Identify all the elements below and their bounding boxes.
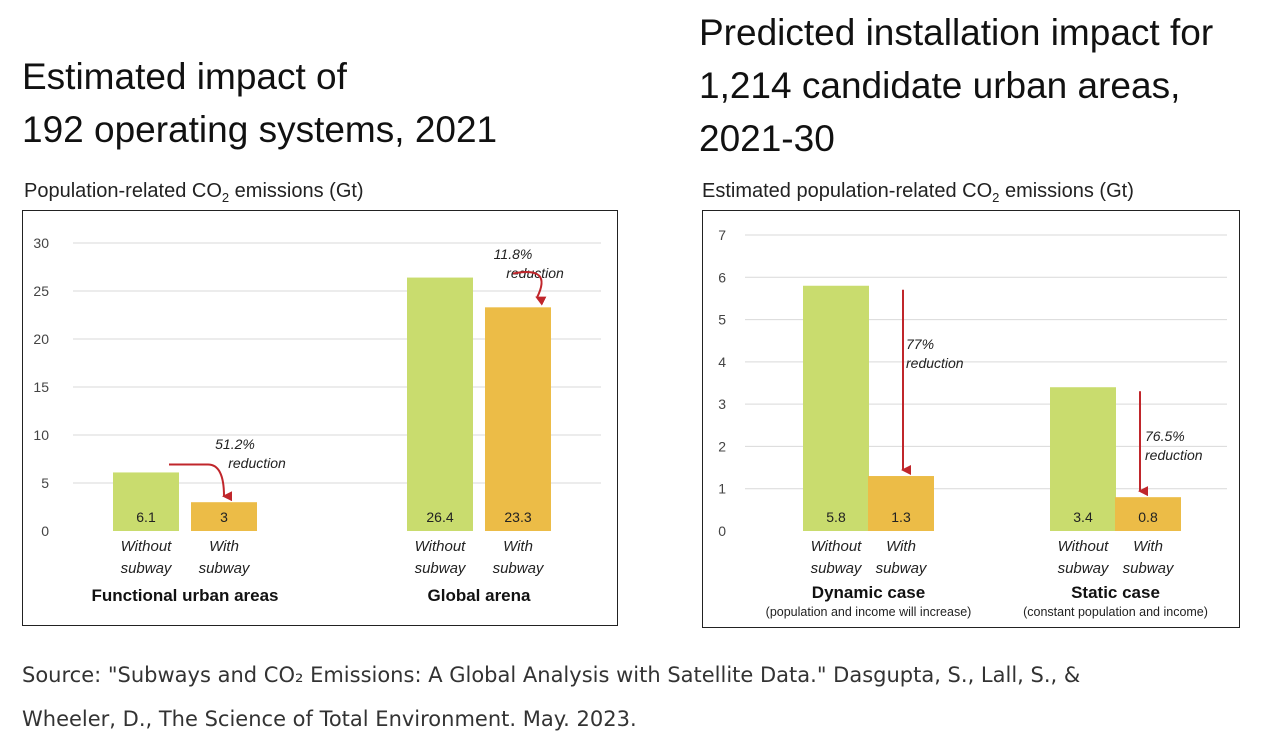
bar-category-label: With xyxy=(1133,538,1163,555)
source-line-2: Wheeler, D., The Science of Total Enviro… xyxy=(22,707,637,731)
right-subtitle-unit: emissions (Gt) xyxy=(999,180,1134,202)
right-chart-panel: 0 1 2 3 4 5 6 7 5.8 Without subway 1.3 With subway Dyn… xyxy=(702,210,1240,628)
bar-category-label: Without xyxy=(1058,538,1110,555)
group-label: Functional urban areas xyxy=(91,586,278,605)
bar-value-label: 1.3 xyxy=(891,509,911,525)
left-chart-title: Estimated impact of 192 operating system… xyxy=(22,50,497,156)
left-chart-subtitle: Population-related CO2 emissions (Gt) xyxy=(24,180,364,205)
left-bar-chart: 0 5 10 15 20 25 30 6.1 Without subway 3 With subway F… xyxy=(33,235,601,605)
y-tick-label: 20 xyxy=(33,331,49,347)
reduction-text-label: reduction xyxy=(1145,447,1203,463)
group-label: Global arena xyxy=(428,586,532,605)
bar-with-subway xyxy=(1115,497,1181,531)
reduction-text-label: reduction xyxy=(228,455,286,471)
bar-without-subway xyxy=(113,472,179,531)
source-citation: Source: "Subways and CO₂ Emissions: A Gl… xyxy=(22,653,1257,741)
bar-category-label: subway xyxy=(493,560,545,577)
group-note: (population and income will increase) xyxy=(766,605,972,619)
reduction-percent-label: 76.5% xyxy=(1145,428,1185,444)
right-title-line-2: 1,214 candidate urban areas, xyxy=(699,65,1181,106)
bar-category-label: Without xyxy=(415,538,467,555)
bar-with-subway xyxy=(191,502,257,531)
bar-without-subway xyxy=(407,277,473,531)
bar-value-label: 5.8 xyxy=(826,509,846,525)
y-tick-label: 2 xyxy=(718,438,726,454)
reduction-text-label: reduction xyxy=(906,355,964,371)
bar-without-subway xyxy=(1050,387,1116,531)
left-chart-panel: 0 5 10 15 20 25 30 6.1 Without subway 3 With subway F… xyxy=(22,210,618,626)
y-tick-label: 5 xyxy=(718,312,726,328)
bar-value-label: 26.4 xyxy=(426,509,453,525)
y-tick-label: 6 xyxy=(718,269,726,285)
reduction-arrow xyxy=(169,463,233,502)
bar-value-label: 3.4 xyxy=(1073,509,1093,525)
reduction-arrow xyxy=(512,271,547,306)
y-tick-label: 25 xyxy=(33,283,49,299)
bar-category-label: subway xyxy=(1058,560,1110,577)
left-subtitle-text: Population-related CO xyxy=(24,180,222,202)
y-tick-label: 15 xyxy=(33,379,49,395)
bar-value-label: 6.1 xyxy=(136,509,156,525)
bar-category-label: With xyxy=(503,538,533,555)
source-line-1: Source: "Subways and CO₂ Emissions: A Gl… xyxy=(22,663,1081,687)
bar-value-label: 0.8 xyxy=(1138,509,1158,525)
bar-category-label: subway xyxy=(811,560,863,577)
bar-value-label: 3 xyxy=(220,509,228,525)
right-title-line-1: Predicted installation impact for xyxy=(699,12,1214,53)
right-subtitle-text: Estimated population-related CO xyxy=(702,180,993,202)
right-bar-chart: 0 1 2 3 4 5 6 7 5.8 Without subway 1.3 With subway Dyn… xyxy=(718,227,1227,619)
y-tick-label: 0 xyxy=(41,523,49,539)
y-tick-label: 4 xyxy=(718,354,726,370)
y-tick-label: 1 xyxy=(718,481,726,497)
bar-category-label: subway xyxy=(199,560,251,577)
right-chart-title: Predicted installation impact for 1,214 … xyxy=(699,6,1213,165)
right-title-line-3: 2021-30 xyxy=(699,118,835,159)
group-label: Dynamic case xyxy=(812,583,925,602)
bar-category-label: subway xyxy=(415,560,467,577)
y-tick-label: 5 xyxy=(41,475,49,491)
right-chart-subtitle: Estimated population-related CO2 emissio… xyxy=(702,180,1134,205)
y-tick-label: 10 xyxy=(33,427,49,443)
bar-category-label: subway xyxy=(876,560,928,577)
y-tick-label: 0 xyxy=(718,523,726,539)
y-tick-label: 30 xyxy=(33,235,49,251)
group-note: (constant population and income) xyxy=(1023,605,1208,619)
bar-with-subway xyxy=(485,307,551,531)
left-title-line-2: 192 operating systems, 2021 xyxy=(22,109,498,150)
left-subtitle-unit: emissions (Gt) xyxy=(229,180,364,202)
bar-without-subway xyxy=(803,285,869,531)
bar-category-label: Without xyxy=(811,538,863,555)
right-subtitle-subscript: 2 xyxy=(992,190,1000,205)
bar-with-subway xyxy=(868,476,934,531)
reduction-percent-label: 11.8% xyxy=(494,246,533,262)
group-label: Static case xyxy=(1071,583,1160,602)
bar-category-label: With xyxy=(886,538,916,555)
y-tick-label: 7 xyxy=(718,227,726,243)
reduction-percent-label: 51.2% xyxy=(215,436,255,452)
bar-category-label: Without xyxy=(121,538,173,555)
y-tick-label: 3 xyxy=(718,396,726,412)
bar-value-label: 23.3 xyxy=(504,509,531,525)
left-subtitle-subscript: 2 xyxy=(221,190,230,205)
bar-category-label: subway xyxy=(121,560,173,577)
bar-category-label: subway xyxy=(1123,560,1175,577)
bar-category-label: With xyxy=(209,538,239,555)
reduction-percent-label: 77% xyxy=(906,336,934,352)
left-title-line-1: Estimated impact of xyxy=(22,56,347,97)
